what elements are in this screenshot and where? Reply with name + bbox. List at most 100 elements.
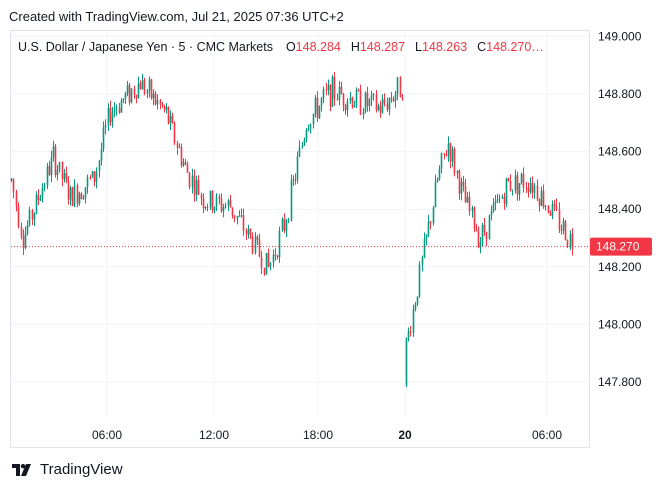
candle-body <box>292 179 295 181</box>
candle-body <box>477 231 480 247</box>
x-tick-label: 06:00 <box>92 428 122 442</box>
candle-body <box>505 178 508 204</box>
candle-body <box>133 88 136 96</box>
candle-body <box>388 97 391 110</box>
candle-body <box>427 221 430 235</box>
candle-body <box>251 235 254 253</box>
candle-body <box>124 93 127 99</box>
candle-body <box>558 209 561 230</box>
candle-body <box>80 193 83 200</box>
candle-body <box>533 185 536 193</box>
candle-body <box>522 173 525 188</box>
candlestick-chart[interactable]: 149.000 148.800 148.600 148.400 148.200 148.0… <box>0 0 667 455</box>
tradingview-branding[interactable]: TradingView <box>12 461 123 478</box>
candle-body <box>368 98 371 107</box>
candle-body <box>401 97 404 99</box>
candle-body <box>525 187 528 189</box>
candle-body <box>540 190 543 206</box>
candle-body <box>126 85 129 94</box>
candle-body <box>204 207 207 209</box>
candle-body <box>462 181 465 187</box>
candle-body <box>503 196 506 204</box>
candle-body <box>473 207 476 229</box>
x-tick-label: 06:00 <box>532 428 562 442</box>
candle-body <box>305 130 308 140</box>
candle-body <box>285 220 288 231</box>
candle-body <box>485 231 488 240</box>
candle-body <box>531 182 534 193</box>
candle-body <box>20 226 23 237</box>
candle-body <box>375 94 378 111</box>
candle-body <box>514 175 517 190</box>
x-tick-label: 18:00 <box>303 428 333 442</box>
candle-body <box>294 179 297 181</box>
candle-body <box>281 218 284 231</box>
candle-body <box>58 161 61 170</box>
candle-body <box>67 181 70 200</box>
candle-body <box>143 80 146 94</box>
candle-body <box>456 170 459 174</box>
candle-body <box>256 236 259 240</box>
candle-body <box>351 97 354 108</box>
candle-body <box>86 176 89 188</box>
candle-body <box>560 229 563 231</box>
candle-body <box>309 124 312 130</box>
high-value: 148.287 <box>359 40 406 54</box>
candle-body <box>240 215 243 217</box>
candle-body <box>396 77 399 95</box>
candle-body <box>509 181 512 191</box>
candle-body <box>163 105 166 110</box>
candle-body <box>161 104 164 106</box>
candle-body <box>41 187 44 198</box>
candle-body <box>78 193 81 204</box>
candle-body <box>278 230 281 258</box>
candle-body <box>407 331 410 339</box>
candle-body <box>229 200 232 208</box>
candle-body <box>113 108 116 113</box>
chart-credit: Created with TradingView.com, Jul 21, 20… <box>9 9 344 24</box>
candle-body <box>494 201 497 204</box>
candle-body <box>188 172 191 188</box>
candle-body <box>180 147 183 166</box>
candle-body <box>379 105 382 113</box>
candle-body <box>569 233 572 247</box>
candle-body <box>213 207 216 211</box>
candle-body <box>209 191 212 208</box>
candle-body <box>231 207 234 216</box>
candle-body <box>28 209 31 226</box>
close-value: 148.270… <box>486 40 544 54</box>
candle-body <box>222 207 225 212</box>
candle-body <box>167 106 170 124</box>
candle-body <box>139 83 142 90</box>
candle-body <box>566 240 569 247</box>
chart-frame[interactable] <box>10 30 590 448</box>
low-value: 148.263 <box>421 40 468 54</box>
candle-body <box>137 83 140 98</box>
y-tick-label: 148.000 <box>598 317 642 331</box>
candle-body <box>159 99 162 105</box>
candle-body <box>312 113 315 125</box>
candle-body <box>141 80 144 90</box>
candle-body <box>549 212 552 216</box>
candle-body <box>249 228 252 236</box>
candle-body <box>111 112 114 122</box>
candle-body <box>39 197 42 201</box>
candle-body <box>362 112 365 115</box>
candle-body <box>220 199 223 212</box>
candle-body <box>65 173 68 182</box>
candle-body <box>340 86 343 94</box>
candle-body <box>412 309 415 333</box>
high-label: H <box>350 40 360 54</box>
candle-body <box>10 178 13 181</box>
candle-body <box>386 103 389 110</box>
candle-body <box>150 79 153 99</box>
candle-body <box>22 236 25 248</box>
candle-body <box>236 215 239 219</box>
candle-body <box>267 252 270 267</box>
candle-body <box>518 183 521 195</box>
candle-body <box>218 196 221 200</box>
candle-body <box>238 215 241 217</box>
candle-body <box>418 264 421 297</box>
candle-body <box>571 233 574 249</box>
candle-body <box>276 255 279 258</box>
